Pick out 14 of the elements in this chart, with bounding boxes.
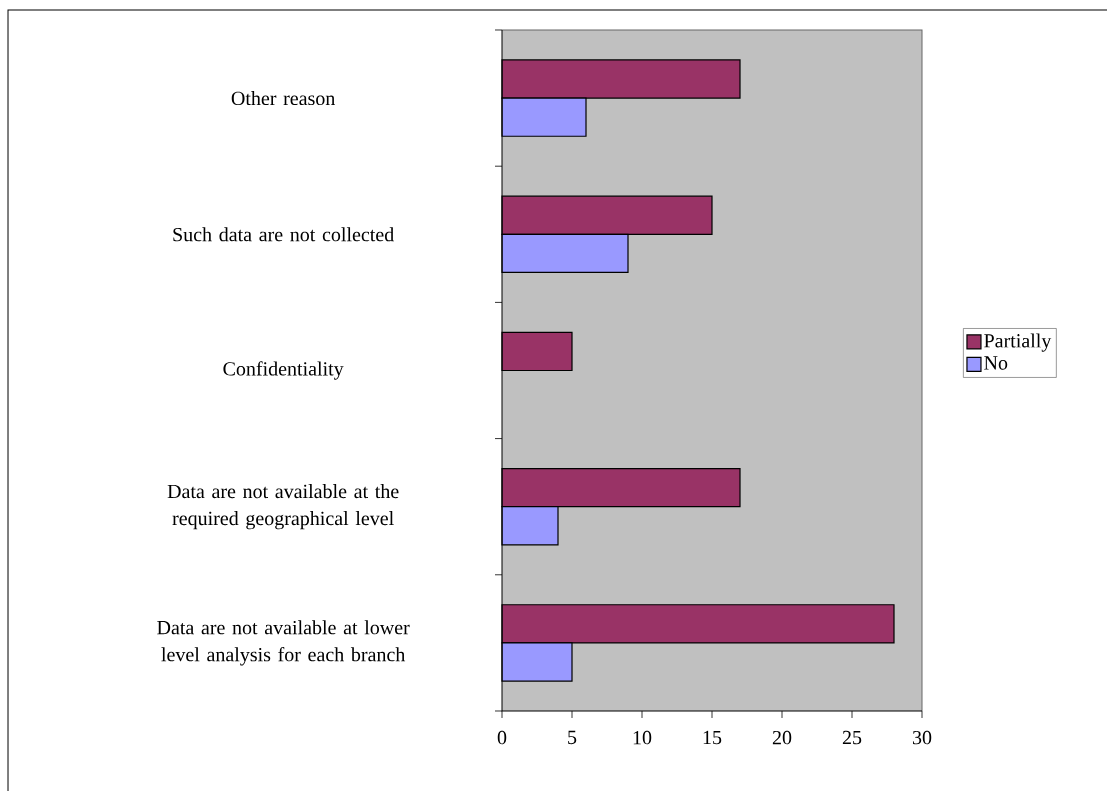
x-tick-label: 20 (772, 730, 792, 745)
x-tick-label: 5 (568, 730, 577, 745)
y-tick-label: Data are not available at lower level analysis for each branch (157, 620, 410, 666)
y-tick-label: Other reason (231, 91, 336, 106)
x-tick-label: 10 (633, 730, 652, 745)
x-tick-label: 30 (912, 730, 932, 745)
x-tick-label: 25 (842, 730, 862, 745)
y-tick-label: Data are not available at the required geographical level (167, 484, 399, 530)
legend-label: Partially (984, 333, 1052, 352)
x-tick-label: 15 (703, 730, 722, 745)
y-tick-label: Such data are not collected (173, 227, 394, 242)
x-tick-label: 0 (497, 730, 507, 745)
y-tick-label: Confidentiality (223, 361, 344, 380)
legend-label: No (984, 356, 1008, 370)
